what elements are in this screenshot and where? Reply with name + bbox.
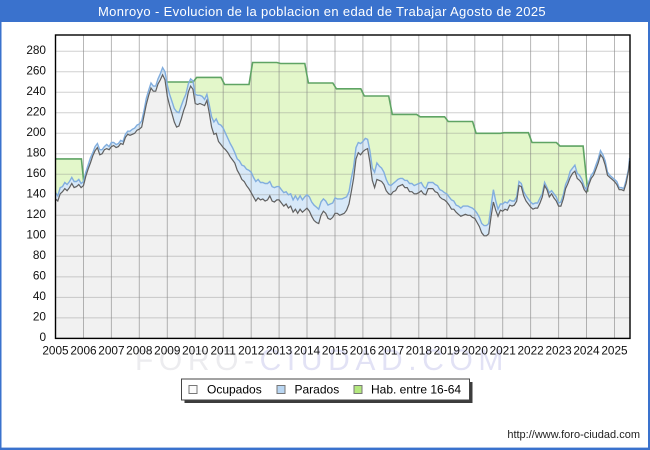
svg-text:2007: 2007 [98,344,124,358]
svg-text:220: 220 [26,104,46,118]
svg-text:2014: 2014 [294,344,321,358]
svg-text:2018: 2018 [406,344,433,358]
svg-text:2016: 2016 [350,344,377,358]
svg-text:http://www.foro-ciudad.com: http://www.foro-ciudad.com [507,429,640,441]
svg-text:2006: 2006 [70,344,97,358]
svg-text:Parados: Parados [295,383,340,397]
svg-text:160: 160 [26,166,46,180]
svg-text:2005: 2005 [42,344,69,358]
svg-text:2025: 2025 [601,344,628,358]
svg-text:20: 20 [33,310,47,324]
svg-text:2022: 2022 [517,344,543,358]
svg-text:2024: 2024 [573,344,600,358]
svg-text:120: 120 [26,207,46,221]
svg-text:2015: 2015 [322,344,349,358]
svg-text:260: 260 [26,63,46,77]
svg-text:280: 280 [26,43,46,57]
svg-text:Monroyo - Evolucion de la pobl: Monroyo - Evolucion de la poblacion en e… [98,4,546,19]
svg-text:40: 40 [33,289,47,303]
svg-text:2023: 2023 [545,344,572,358]
svg-text:Ocupados: Ocupados [207,383,262,397]
svg-text:2011: 2011 [211,344,236,358]
svg-text:200: 200 [26,125,46,139]
svg-text:2020: 2020 [462,344,489,358]
svg-text:60: 60 [33,269,47,283]
svg-text:FORO-CIUDAD.COM: FORO-CIUDAD.COM [135,344,509,377]
svg-text:2008: 2008 [126,344,153,358]
svg-text:180: 180 [26,145,46,159]
svg-text:2013: 2013 [266,344,293,358]
svg-text:2009: 2009 [154,344,180,358]
svg-text:2017: 2017 [378,344,404,358]
svg-text:Hab. entre 16-64: Hab. entre 16-64 [371,383,461,397]
svg-text:240: 240 [26,84,46,98]
svg-text:2012: 2012 [238,344,264,358]
svg-text:2021: 2021 [490,344,516,358]
svg-text:2010: 2010 [182,344,209,358]
svg-text:100: 100 [26,227,46,241]
svg-text:80: 80 [33,248,47,262]
svg-text:2019: 2019 [434,344,460,358]
svg-text:140: 140 [26,186,46,200]
svg-text:0: 0 [39,330,46,344]
